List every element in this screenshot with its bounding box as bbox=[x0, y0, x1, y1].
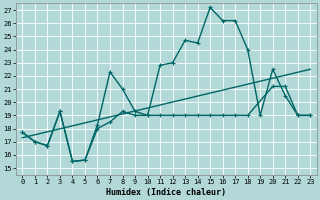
X-axis label: Humidex (Indice chaleur): Humidex (Indice chaleur) bbox=[106, 188, 226, 197]
